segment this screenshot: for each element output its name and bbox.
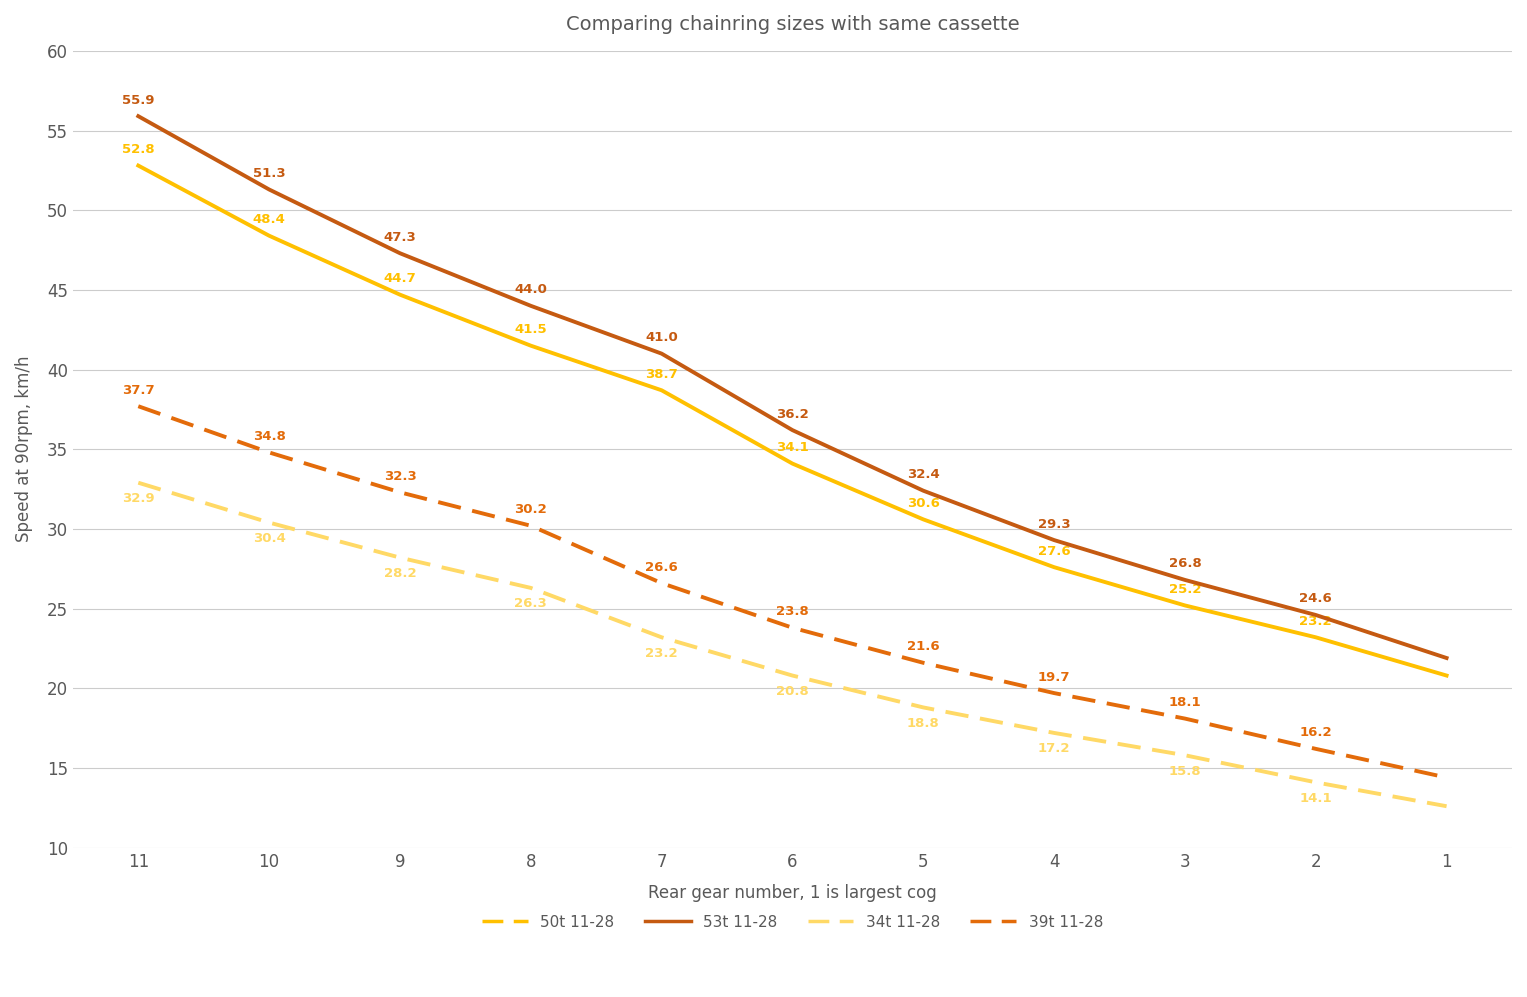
Text: 51.3: 51.3 [253,166,286,179]
Text: 24.6: 24.6 [1299,592,1332,605]
Text: 28.2: 28.2 [383,567,417,580]
Legend: 50t 11-28, 53t 11-28, 34t 11-28, 39t 11-28: 50t 11-28, 53t 11-28, 34t 11-28, 39t 11-… [476,908,1109,935]
Text: 34.8: 34.8 [252,430,286,443]
Text: 26.3: 26.3 [515,597,547,610]
Y-axis label: Speed at 90rpm, km/h: Speed at 90rpm, km/h [15,356,34,542]
Text: 18.8: 18.8 [907,717,939,730]
Text: 48.4: 48.4 [252,213,286,226]
Text: 38.7: 38.7 [646,368,678,381]
Text: 26.8: 26.8 [1168,557,1202,570]
Text: 25.2: 25.2 [1168,583,1202,596]
Text: 21.6: 21.6 [907,640,939,653]
Text: 15.8: 15.8 [1168,765,1202,778]
Text: 19.7: 19.7 [1038,671,1070,684]
Text: 55.9: 55.9 [122,94,154,107]
Text: 41.0: 41.0 [646,331,678,344]
Text: 44.0: 44.0 [515,283,547,296]
Text: 23.2: 23.2 [1299,615,1332,628]
Text: 32.3: 32.3 [383,470,417,483]
Text: 30.6: 30.6 [907,497,939,509]
Text: 30.2: 30.2 [515,503,547,516]
Text: 41.5: 41.5 [515,323,547,336]
Text: 37.7: 37.7 [122,384,154,397]
Text: 16.2: 16.2 [1299,726,1332,740]
Text: 34.1: 34.1 [776,441,809,454]
Text: 20.8: 20.8 [776,685,809,698]
Text: 17.2: 17.2 [1038,743,1070,756]
Text: 18.1: 18.1 [1168,696,1202,709]
Title: Comparing chainring sizes with same cassette: Comparing chainring sizes with same cass… [565,15,1019,34]
Text: 52.8: 52.8 [122,143,154,156]
Text: 23.8: 23.8 [776,605,809,618]
Text: 47.3: 47.3 [383,230,417,243]
Text: 30.4: 30.4 [252,532,286,545]
Text: 27.6: 27.6 [1038,544,1070,557]
Text: 36.2: 36.2 [776,408,809,421]
X-axis label: Rear gear number, 1 is largest cog: Rear gear number, 1 is largest cog [647,884,936,902]
Text: 14.1: 14.1 [1299,792,1332,805]
Text: 23.2: 23.2 [646,647,678,660]
Text: 44.7: 44.7 [383,272,417,285]
Text: 29.3: 29.3 [1038,517,1070,530]
Text: 32.9: 32.9 [122,493,154,505]
Text: 32.4: 32.4 [907,469,939,482]
Text: 26.6: 26.6 [646,560,678,573]
